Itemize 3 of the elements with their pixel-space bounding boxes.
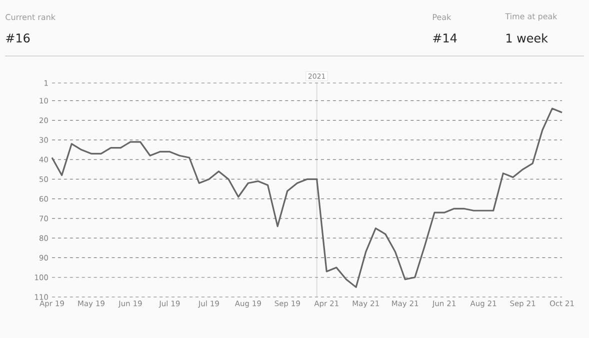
text: 1 week — [506, 33, 548, 43]
text: #14 — [433, 34, 457, 42]
text: #16 — [6, 33, 30, 43]
